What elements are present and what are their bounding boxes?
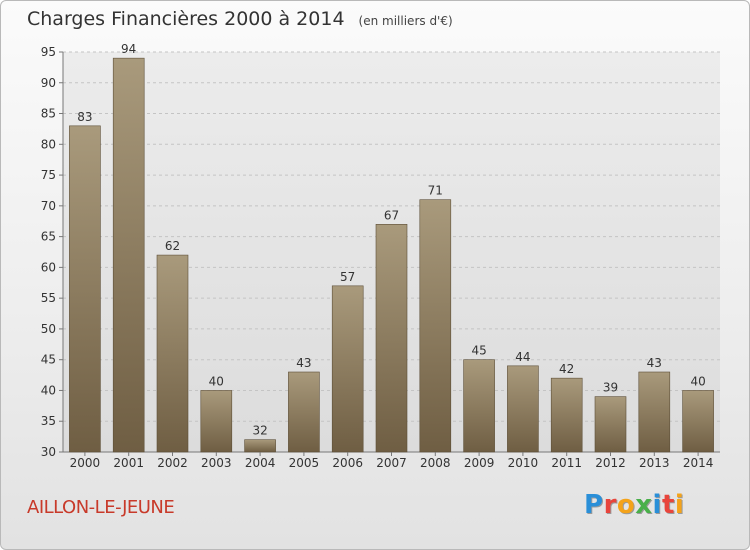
x-tick-label: 2011 bbox=[551, 456, 582, 470]
x-tick-label: 2009 bbox=[464, 456, 495, 470]
chart-title: Charges Financières 2000 à 2014 (en milli… bbox=[27, 8, 453, 30]
y-tick-label: 95 bbox=[41, 45, 56, 59]
bar bbox=[69, 125, 101, 453]
x-tick-label: 2006 bbox=[332, 456, 363, 470]
x-tick-label: 2004 bbox=[245, 456, 276, 470]
data-label: 39 bbox=[603, 381, 618, 395]
bar bbox=[550, 377, 583, 453]
x-tick-label: 2002 bbox=[157, 456, 188, 470]
y-tick-label: 80 bbox=[41, 137, 56, 151]
data-label: 62 bbox=[165, 239, 180, 253]
bar bbox=[507, 365, 539, 453]
y-tick-label: 75 bbox=[41, 168, 56, 182]
x-tick-label: 2010 bbox=[508, 456, 539, 470]
x-tick-label: 2003 bbox=[201, 456, 232, 470]
bar bbox=[594, 396, 627, 453]
data-label: 43 bbox=[296, 356, 311, 370]
y-tick-label: 45 bbox=[41, 353, 56, 367]
proxiti-logo: Proxiti bbox=[584, 490, 684, 520]
data-label: 42 bbox=[559, 362, 574, 376]
y-tick-label: 35 bbox=[41, 414, 56, 428]
bar bbox=[244, 439, 276, 453]
bar bbox=[331, 285, 364, 453]
data-label: 94 bbox=[121, 42, 136, 56]
logo-letter: i bbox=[674, 490, 685, 520]
data-label: 43 bbox=[647, 356, 662, 370]
logo-letter: t bbox=[661, 490, 675, 520]
bar bbox=[463, 359, 495, 453]
data-label: 32 bbox=[252, 424, 267, 438]
y-tick-label: 70 bbox=[41, 199, 56, 213]
x-tick-label: 2005 bbox=[289, 456, 320, 470]
x-tick-label: 2008 bbox=[420, 456, 451, 470]
x-tick-label: 2013 bbox=[639, 456, 670, 470]
y-tick-label: 90 bbox=[41, 76, 56, 90]
bar bbox=[288, 371, 320, 453]
logo-letter: P bbox=[584, 490, 604, 520]
bar bbox=[682, 390, 714, 453]
data-label: 67 bbox=[384, 208, 399, 222]
bar bbox=[200, 390, 233, 453]
x-tick-label: 2001 bbox=[113, 456, 144, 470]
chart-unit: (en milliers d'€) bbox=[358, 14, 453, 28]
bar bbox=[375, 224, 408, 453]
data-label: 40 bbox=[690, 374, 705, 388]
bar bbox=[112, 57, 145, 453]
data-label: 57 bbox=[340, 270, 355, 284]
logo-letter: i bbox=[652, 490, 662, 520]
y-tick-label: 30 bbox=[41, 445, 56, 459]
data-label: 45 bbox=[471, 344, 486, 358]
y-tick-label: 65 bbox=[41, 230, 56, 244]
x-tick-label: 2000 bbox=[70, 456, 101, 470]
x-tick-label: 2012 bbox=[595, 456, 626, 470]
chart-title-text: Charges Financières 2000 à 2014 bbox=[27, 8, 345, 30]
bar bbox=[419, 199, 452, 453]
data-label: 83 bbox=[77, 110, 92, 124]
bar bbox=[638, 371, 671, 453]
data-label: 40 bbox=[209, 374, 224, 388]
logo-letter: x bbox=[635, 490, 653, 520]
y-tick-label: 55 bbox=[41, 291, 56, 305]
data-label: 71 bbox=[428, 184, 443, 198]
y-tick-label: 50 bbox=[41, 322, 56, 336]
data-label: 44 bbox=[515, 350, 530, 364]
x-tick-label: 2014 bbox=[683, 456, 714, 470]
y-tick-label: 40 bbox=[41, 383, 56, 397]
y-tick-label: 60 bbox=[41, 260, 56, 274]
x-tick-label: 2007 bbox=[376, 456, 407, 470]
logo-letter: r bbox=[603, 490, 617, 520]
bar bbox=[156, 254, 189, 453]
place-name: AILLON-LE-JEUNE bbox=[27, 497, 175, 518]
logo-letter: o bbox=[616, 490, 636, 520]
y-tick-label: 85 bbox=[41, 107, 56, 121]
